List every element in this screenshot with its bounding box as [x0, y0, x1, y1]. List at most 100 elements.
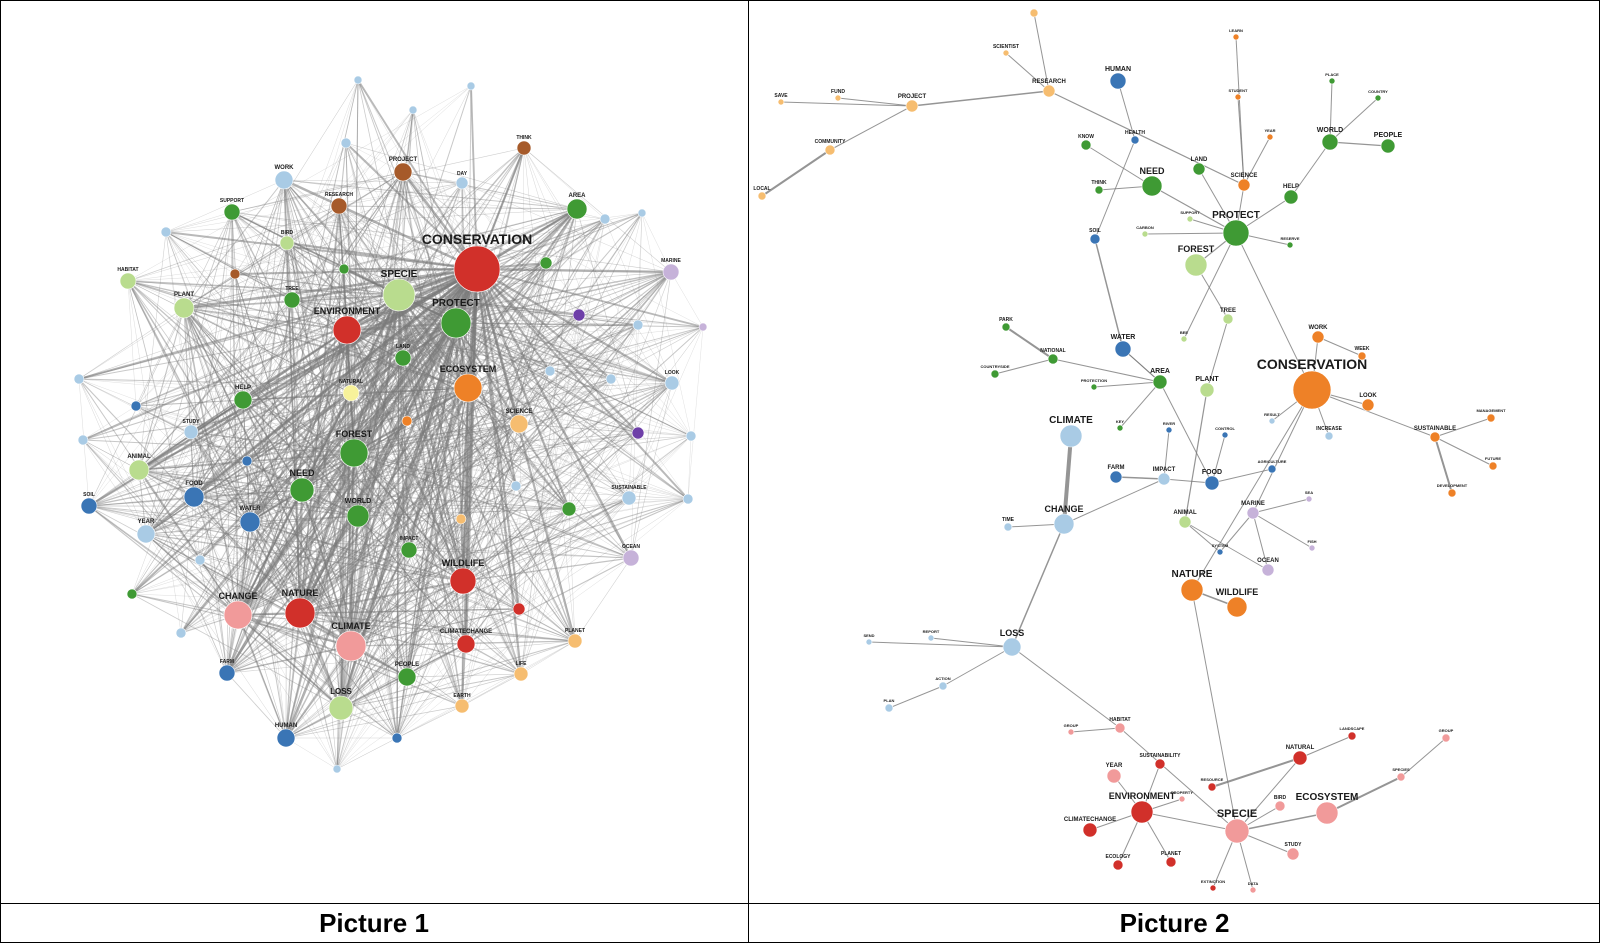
p1-edge	[405, 268, 479, 678]
p1-node-circle	[453, 245, 501, 293]
p1-node-circle	[440, 307, 472, 339]
p1-edge	[165, 179, 285, 233]
p1-node-circle	[73, 373, 85, 385]
p1-edge	[285, 612, 301, 739]
p2-node-circle	[1268, 417, 1276, 425]
p1-edge	[226, 211, 233, 674]
p2-node-circle	[1328, 77, 1336, 85]
p1-edge	[242, 171, 404, 401]
p1-edge	[237, 268, 345, 616]
p2-edge	[1033, 12, 1050, 92]
p1-edge	[461, 182, 547, 264]
p1-node-data	[455, 513, 467, 525]
p1-edge	[455, 322, 570, 510]
p1-edge	[687, 435, 692, 500]
p1-node-circle	[183, 486, 205, 508]
p1-edge	[299, 357, 404, 614]
p1-edge	[88, 268, 478, 507]
p2-node-circle	[1292, 750, 1308, 766]
p2-node-label: GROUP	[1439, 728, 1454, 733]
p1-node-people: PEOPLE	[395, 662, 419, 687]
p1-node-global	[685, 430, 697, 442]
p1-edge	[246, 268, 478, 462]
p1-edge	[199, 399, 244, 561]
p2-node-circle	[1237, 178, 1251, 192]
p1-edge	[165, 231, 692, 437]
p2-node-label: FOREST	[1178, 244, 1215, 254]
p1-edge	[346, 321, 457, 332]
p1-edge	[350, 357, 404, 394]
p1-node-label: RESEARCH	[325, 192, 353, 198]
p2-node-circle	[1186, 215, 1194, 223]
p1-edge	[338, 205, 630, 499]
p1-node-circle	[393, 162, 413, 182]
p2-edge	[942, 646, 1013, 687]
p1-node-study: STUDY	[183, 419, 200, 440]
p1-edge	[145, 533, 464, 582]
p1-node-impact: IMPACT	[400, 536, 418, 559]
p1-edge	[231, 211, 398, 739]
p2-node-report: REPORT	[923, 629, 940, 642]
p1-edge	[476, 268, 673, 384]
p1-edge	[461, 314, 580, 707]
p2-node-habitat: HABITAT	[1109, 717, 1131, 734]
p1-node-circle	[456, 634, 476, 654]
p1-edge	[336, 673, 522, 770]
p1-edge	[165, 182, 463, 233]
p2-node-development: DEVELOPMENT	[1437, 483, 1468, 498]
p1-node-label: WILDLIFE	[442, 558, 485, 568]
p1-edge	[246, 387, 469, 462]
p1-edge	[193, 496, 359, 517]
p1-edge	[350, 392, 408, 422]
p1-edge	[291, 262, 547, 301]
p2-node-circle	[1209, 884, 1217, 892]
p1-edge	[193, 496, 570, 510]
p1-edge	[234, 273, 303, 491]
p1-edge	[350, 324, 639, 647]
p1-edge	[523, 147, 672, 273]
p2-node-label: LANDSCAPE	[1340, 726, 1365, 731]
p1-edge	[515, 382, 673, 487]
p1-edge	[336, 324, 639, 770]
p1-edge	[455, 322, 517, 487]
p1-edge	[336, 557, 632, 770]
p1-edge	[231, 147, 525, 213]
p1-edge	[286, 242, 630, 499]
p2-node-circle	[1486, 413, 1496, 423]
p1-node-label: SUSTAINABLE	[611, 485, 647, 491]
p1-edge	[357, 79, 457, 324]
p1-edge	[630, 382, 673, 559]
p2-node-circle	[824, 144, 836, 156]
p2-node-future: FUTURE	[1485, 456, 1501, 471]
p1-edge	[357, 147, 525, 517]
p1-edge	[226, 179, 285, 674]
p1-edge	[127, 212, 643, 282]
p1-edge	[568, 432, 639, 510]
p1-node-bird: BIRD	[279, 230, 295, 251]
p1-edge	[285, 645, 352, 739]
p1-edge	[345, 142, 355, 454]
p1-edge	[190, 294, 400, 433]
p2-node-circle	[1141, 230, 1149, 238]
p1-edge	[190, 431, 352, 647]
p1-node-label: LOOK	[665, 370, 680, 376]
p1-edge	[234, 273, 630, 499]
p1-edge	[301, 322, 457, 491]
p2-node-health: HEALTH	[1125, 130, 1145, 145]
p1-edge	[518, 324, 639, 425]
p1-node-think: THINK	[516, 135, 532, 156]
p1-edge	[291, 171, 404, 301]
p2-edge	[837, 97, 913, 107]
p1-edge	[237, 432, 639, 616]
p1-edge	[82, 439, 239, 616]
p2-node-label: CONTROL	[1215, 426, 1235, 431]
p2-node-circle	[1396, 772, 1406, 782]
p1-node-circle	[397, 667, 417, 687]
p1-edge	[193, 268, 345, 498]
p1-edge	[165, 171, 404, 233]
p1-edge	[350, 357, 404, 647]
p1-edge	[299, 378, 612, 614]
p1-edge	[145, 142, 347, 535]
p1-edge	[462, 208, 578, 582]
p2-node-label: LOSS	[1000, 628, 1025, 638]
